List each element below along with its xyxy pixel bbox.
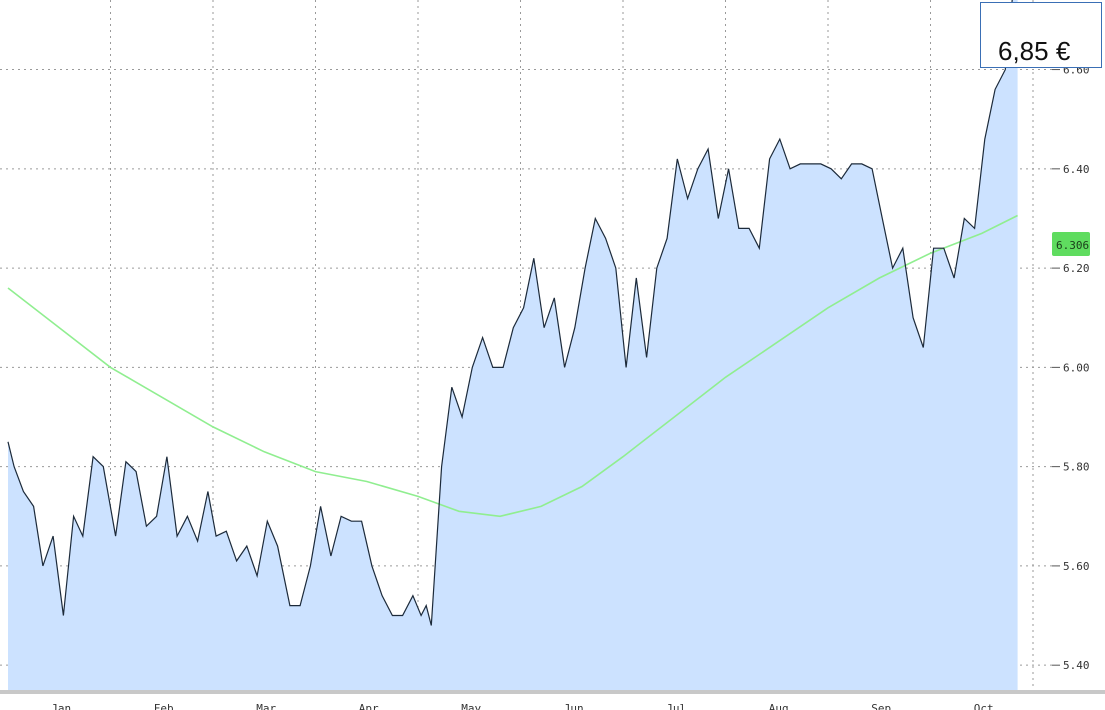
price-callout-box	[980, 2, 1102, 68]
y-tick-label: 6.20	[1063, 262, 1090, 275]
x-tick-label: Aug	[769, 702, 789, 710]
x-tick-label: Feb	[154, 702, 174, 710]
y-tick-label: 5.60	[1063, 560, 1090, 573]
x-tick-label: Jun	[564, 702, 584, 710]
y-axis-ticks: 6.606.406.206.005.805.605.40	[1052, 64, 1090, 672]
x-axis-bar	[0, 690, 1105, 694]
x-tick-label: Mar	[256, 702, 276, 710]
ma-value-label: 6.306	[1056, 239, 1089, 252]
x-tick-label: May	[461, 702, 481, 710]
y-tick-label: 6.40	[1063, 163, 1090, 176]
y-tick-label: 5.40	[1063, 659, 1090, 672]
price-line	[7, 0, 1013, 626]
x-axis-ticks: Jan Feb Mar Apr May Jun Jul Aug Sep Oct	[51, 702, 993, 710]
x-tick-label: Apr	[359, 702, 379, 710]
y-tick-label: 6.00	[1063, 361, 1090, 374]
price-area-fill	[8, 0, 1018, 690]
price-callout-label: 6,85 €	[998, 36, 1071, 66]
ma-value-badge	[1052, 232, 1090, 256]
y-tick-label: 5.80	[1063, 461, 1090, 474]
x-tick-label: Jan	[51, 702, 71, 710]
x-tick-label: Jul	[666, 702, 686, 710]
x-tick-label: Oct	[974, 702, 994, 710]
x-tick-label: Sep	[871, 702, 891, 710]
moving-average-line	[7, 214, 1018, 518]
